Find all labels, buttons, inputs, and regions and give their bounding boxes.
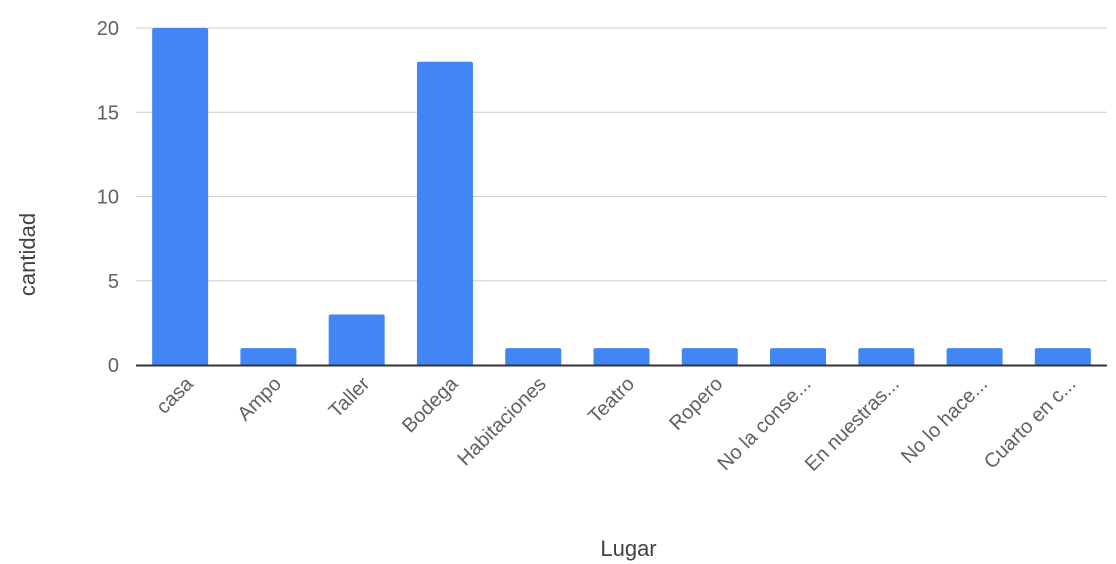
y-tick-label: 20 [97,18,119,40]
bar [152,28,209,365]
bar [1034,348,1091,365]
y-tick-labels: 0 5 10 15 20 [97,18,119,377]
x-tick-label: No lo hace... [897,373,992,468]
y-axis-title: cantidad [15,213,40,296]
bar [240,348,297,365]
y-tick-label: 5 [108,271,119,293]
bar [593,348,650,365]
bar [858,348,915,365]
x-tick-label: casa [152,372,198,418]
y-tick-label: 0 [108,355,119,377]
bar [416,61,473,365]
x-tick-label: Bodega [398,372,463,437]
x-tick-label: En nuestras... [801,373,904,476]
bar [505,348,562,365]
y-tick-label: 15 [97,102,119,124]
x-axis-title: Lugar [600,536,656,561]
bar [328,314,385,365]
x-tick-label: Ampo [233,373,286,426]
gridlines [136,27,1107,282]
bar [681,348,738,365]
x-tick-label: Teatro [584,373,639,428]
x-tick-label: Habitaciones [453,373,550,470]
bars [152,28,1091,365]
x-tick-label: Ropero [665,373,727,435]
x-tick-label: Taller [325,373,375,423]
bar [946,348,1003,365]
x-tick-label: Cuarto en c... [980,373,1080,473]
bar [770,348,827,365]
y-tick-label: 10 [97,187,119,209]
